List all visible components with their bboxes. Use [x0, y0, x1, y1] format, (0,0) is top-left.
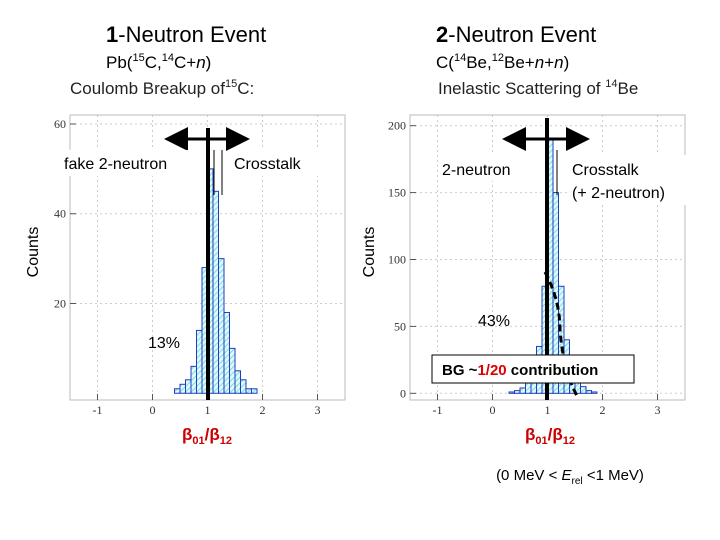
annotation: (+ 2-neutron) — [572, 185, 665, 202]
y-tick-label: 40 — [54, 207, 66, 221]
y-tick-label: 100 — [388, 253, 406, 267]
histogram-bar — [251, 388, 258, 394]
y-tick-label: 20 — [54, 297, 66, 311]
y-axis-label: Counts — [25, 227, 42, 278]
x-tick-label: 2 — [260, 403, 266, 417]
histogram-bar — [240, 379, 247, 394]
x-tick-label: 3 — [655, 403, 661, 417]
histogram-bar — [508, 391, 515, 394]
y-tick-label: 150 — [388, 186, 406, 200]
subtitle: Coulomb Breakup of15C: — [70, 78, 254, 98]
histogram-bar — [585, 390, 592, 394]
x-tick-label: -1 — [93, 403, 103, 417]
annotation: Crosstalk — [234, 156, 302, 173]
label-bg — [62, 150, 202, 176]
y-tick-label: 200 — [388, 119, 406, 133]
annotation: 13% — [148, 335, 180, 352]
annotation: fake 2-neutron — [64, 156, 167, 173]
histogram-bar — [223, 311, 230, 394]
histogram-bar — [196, 329, 203, 394]
histogram-bar — [218, 258, 225, 394]
histogram-bar — [179, 383, 186, 394]
y-tick-label: 50 — [394, 319, 406, 333]
histogram-bar — [519, 387, 526, 394]
label-bg — [438, 155, 536, 181]
annotation: 2-neutron — [442, 162, 511, 179]
y-tick-label: 0 — [400, 386, 406, 400]
energy-note: (0 MeV < Erel <1 MeV) — [496, 467, 644, 487]
x-tick-label: 2 — [600, 403, 606, 417]
x-axis-label: β01/β12 — [182, 425, 232, 447]
label-bg — [568, 155, 686, 205]
x-axis-label: β01/β12 — [525, 425, 575, 447]
histogram-bar — [514, 390, 521, 394]
reaction: C(14Be,12Be+n+n) — [436, 52, 569, 72]
histogram-bar — [174, 388, 181, 394]
histogram-bar — [234, 370, 241, 394]
x-tick-label: 0 — [490, 403, 496, 417]
histogram-bar — [212, 190, 219, 394]
y-tick-label: 60 — [54, 117, 66, 131]
histogram-bar — [185, 379, 192, 394]
x-tick-label: -1 — [433, 403, 443, 417]
histogram-bar — [525, 382, 532, 394]
y-axis-label: Counts — [361, 227, 378, 278]
subtitle: Inelastic Scattering of 14Be — [438, 78, 638, 98]
x-tick-label: 1 — [205, 403, 211, 417]
bg-note: BG ~1/20 contribution — [442, 362, 598, 379]
x-tick-label: 1 — [545, 403, 551, 417]
label-bg — [230, 150, 320, 176]
histogram-bar — [245, 388, 252, 394]
histogram-bar — [580, 386, 587, 394]
annotation: 43% — [478, 313, 510, 330]
annotation: Crosstalk — [572, 162, 640, 179]
bg-box — [431, 354, 635, 384]
x-tick-label: 0 — [150, 403, 156, 417]
reaction: Pb(15C,14C+n) — [106, 52, 211, 72]
heading: 2-Neutron Event — [436, 22, 596, 47]
heading: 1-Neutron Event — [106, 22, 266, 47]
histogram-bar — [591, 391, 598, 394]
x-tick-label: 3 — [315, 403, 321, 417]
histogram-bar — [190, 365, 197, 394]
histogram-bar — [229, 347, 236, 394]
